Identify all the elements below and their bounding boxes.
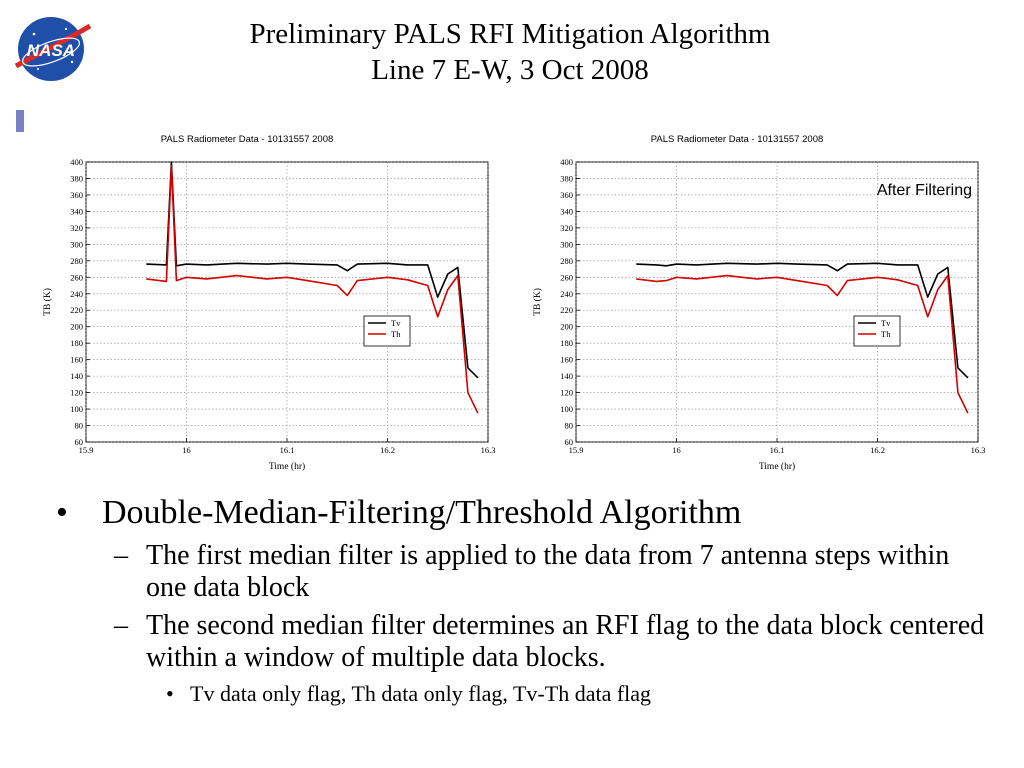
y-tick-label: 140	[70, 371, 83, 381]
y-tick-label: 280	[560, 256, 573, 266]
bullet-main-text: Double-Median-Filtering/Threshold Algori…	[102, 494, 742, 531]
y-tick-label: 200	[560, 322, 573, 332]
y-tick-label: 340	[560, 206, 573, 216]
chart-annotation: After Filtering	[877, 182, 972, 199]
chart-after-svg: PALS Radiometer Data - 10131557 2008 60 80…	[532, 134, 986, 472]
y-tick-label: 120	[560, 388, 573, 398]
bullet-list: • Double-Median-Filtering/Threshold Algo…	[56, 494, 996, 708]
y-tick-label: 160	[70, 355, 83, 365]
chart-title: PALS Radiometer Data - 10131557 2008	[161, 134, 334, 145]
y-tick-label: 220	[70, 305, 83, 315]
bullet-sub-2-text: The second median filter determines an R…	[146, 610, 985, 673]
y-axis-label: TB (K)	[532, 288, 543, 316]
chart-after-filtering: PALS Radiometer Data - 10131557 2008 60 80…	[520, 128, 990, 473]
x-axis-label: Time (hr)	[759, 461, 795, 472]
series-line-th	[146, 165, 479, 414]
legend-box	[853, 315, 901, 347]
x-tick-label: 16.3	[481, 445, 496, 455]
bullet-sub-3: • Tv data only flag, Th data only flag, …	[56, 680, 996, 708]
series-line-th	[636, 274, 969, 414]
chart-before-filtering: PALS Radiometer Data - 10131557 2008 60 80…	[30, 128, 500, 473]
page-title: Preliminary PALS RFI Mitigation Algorith…	[150, 16, 870, 88]
y-tick-label: 100	[560, 404, 573, 414]
title-line-1: Preliminary PALS RFI Mitigation Algorith…	[249, 18, 771, 50]
y-tick-label: 380	[70, 173, 83, 183]
y-tick-label: 60	[565, 437, 574, 447]
y-tick-label: 180	[70, 338, 83, 348]
legend-label: Tv	[391, 318, 401, 328]
legend-label: Tv	[881, 318, 891, 328]
y-tick-label: 400	[560, 157, 573, 167]
x-tick-label: 16.3	[971, 445, 986, 455]
y-tick-label: 260	[70, 272, 83, 282]
y-tick-label: 160	[560, 355, 573, 365]
x-tick-label: 15.9	[79, 445, 94, 455]
x-tick-label: 16.2	[870, 445, 885, 455]
y-tick-label: 240	[70, 289, 83, 299]
y-tick-label: 120	[70, 388, 83, 398]
y-tick-label: 200	[70, 322, 83, 332]
x-tick-label: 16.1	[770, 445, 785, 455]
legend-label: Th	[881, 329, 891, 339]
y-tick-label: 260	[560, 272, 573, 282]
y-tick-label: 300	[560, 239, 573, 249]
series-line-tv	[146, 161, 479, 379]
chart-title: PALS Radiometer Data - 10131557 2008	[651, 134, 824, 145]
x-tick-label: 16	[182, 445, 191, 455]
y-tick-label: 320	[70, 223, 83, 233]
nasa-logo-text: NASA	[27, 41, 75, 60]
bullet-sub-3-text: Tv data only flag, Th data only flag, Tv…	[190, 681, 652, 706]
y-tick-label: 80	[75, 421, 84, 431]
title-line-2: Line 7 E-W, 3 Oct 2008	[371, 54, 649, 86]
y-tick-label: 340	[70, 206, 83, 216]
y-axis-label: TB (K)	[42, 288, 53, 316]
bullet-dot-icon: •	[166, 681, 174, 706]
y-tick-label: 320	[560, 223, 573, 233]
y-tick-label: 380	[560, 173, 573, 183]
y-tick-label: 100	[70, 404, 83, 414]
y-tick-label: 360	[560, 190, 573, 200]
y-tick-label: 240	[560, 289, 573, 299]
x-tick-label: 15.9	[569, 445, 584, 455]
dash-icon: –	[114, 610, 128, 641]
series-line-tv	[636, 262, 969, 379]
bullet-sub-1-text: The first median filter is applied to th…	[146, 540, 950, 603]
y-tick-label: 140	[560, 371, 573, 381]
legend-label: Th	[391, 329, 401, 339]
y-tick-label: 280	[70, 256, 83, 266]
legend-box	[363, 315, 411, 347]
y-tick-label: 220	[560, 305, 573, 315]
x-axis-label: Time (hr)	[269, 461, 305, 472]
y-tick-label: 360	[70, 190, 83, 200]
x-tick-label: 16	[672, 445, 681, 455]
bullet-sub-2: – The second median filter determines an…	[56, 610, 996, 674]
y-tick-label: 300	[70, 239, 83, 249]
bullet-main: • Double-Median-Filtering/Threshold Algo…	[56, 494, 996, 532]
bullet-sub-1: – The first median filter is applied to …	[56, 540, 996, 604]
y-tick-label: 60	[75, 437, 84, 447]
y-tick-label: 400	[70, 157, 83, 167]
y-tick-label: 80	[565, 421, 574, 431]
accent-bar	[16, 110, 24, 132]
y-tick-label: 180	[560, 338, 573, 348]
nasa-logo: NASA	[8, 14, 94, 84]
dash-icon: –	[114, 540, 128, 571]
chart-before-svg: PALS Radiometer Data - 10131557 2008 60 80…	[42, 134, 496, 472]
x-tick-label: 16.1	[280, 445, 295, 455]
bullet-dot-icon: •	[56, 494, 68, 531]
x-tick-label: 16.2	[380, 445, 395, 455]
